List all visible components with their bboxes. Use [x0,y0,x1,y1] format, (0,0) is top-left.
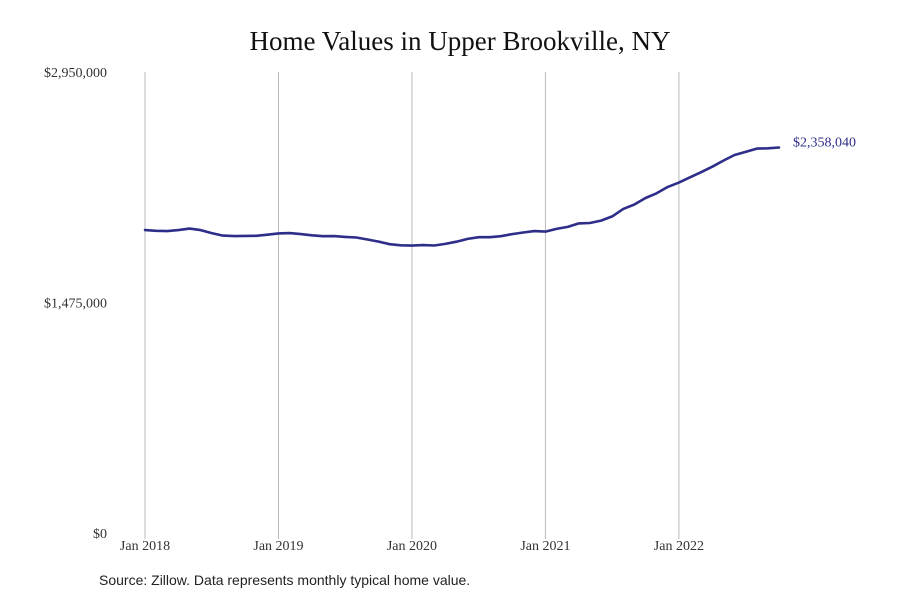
y-tick-label: $2,950,000 [44,66,107,81]
x-tick-label: Jan 2020 [387,539,437,554]
source-note: Source: Zillow. Data represents monthly … [99,572,471,588]
x-tick-label: Jan 2021 [520,539,570,554]
chart-title: Home Values in Upper Brookville, NY [249,26,671,56]
gridlines [144,72,680,539]
end-value-label: $2,358,040 [793,135,856,150]
y-tick-label: $1,475,000 [44,297,107,312]
x-tick-label: Jan 2019 [253,539,303,554]
x-tick-label: Jan 2022 [654,539,704,554]
series-line [143,146,781,247]
y-axis: $0 $1,475,000 $2,950,000 [44,66,107,542]
x-tick-label: Jan 2018 [120,539,170,554]
y-tick-label: $0 [93,527,107,542]
x-axis: Jan 2018 Jan 2019 Jan 2020 Jan 2021 Jan 2022 [120,539,704,554]
